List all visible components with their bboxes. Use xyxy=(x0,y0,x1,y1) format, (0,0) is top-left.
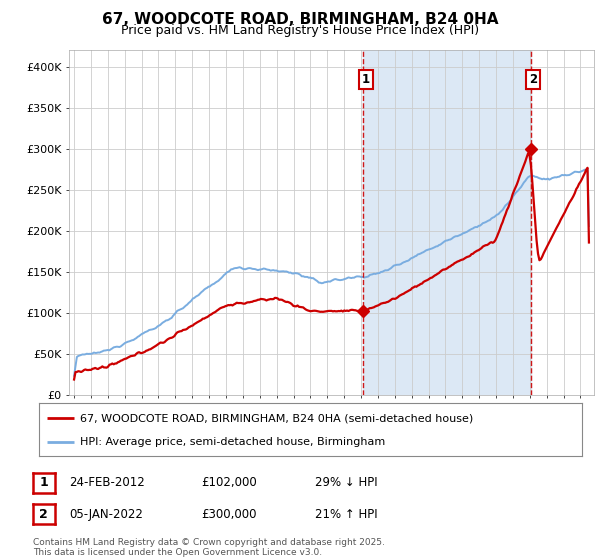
Text: 21% ↑ HPI: 21% ↑ HPI xyxy=(315,507,377,521)
Text: 1: 1 xyxy=(362,73,370,86)
Text: 2: 2 xyxy=(40,507,48,521)
Text: HPI: Average price, semi-detached house, Birmingham: HPI: Average price, semi-detached house,… xyxy=(80,436,385,446)
Text: Contains HM Land Registry data © Crown copyright and database right 2025.
This d: Contains HM Land Registry data © Crown c… xyxy=(33,538,385,557)
Text: 2: 2 xyxy=(529,73,537,86)
Text: £300,000: £300,000 xyxy=(201,507,257,521)
Text: £102,000: £102,000 xyxy=(201,476,257,489)
Text: 1: 1 xyxy=(40,476,48,489)
Text: 29% ↓ HPI: 29% ↓ HPI xyxy=(315,476,377,489)
Text: 05-JAN-2022: 05-JAN-2022 xyxy=(69,507,143,521)
Bar xyxy=(363,50,530,395)
Text: 24-FEB-2012: 24-FEB-2012 xyxy=(69,476,145,489)
Text: 67, WOODCOTE ROAD, BIRMINGHAM, B24 0HA (semi-detached house): 67, WOODCOTE ROAD, BIRMINGHAM, B24 0HA (… xyxy=(80,413,473,423)
Text: Price paid vs. HM Land Registry's House Price Index (HPI): Price paid vs. HM Land Registry's House … xyxy=(121,24,479,36)
Text: 67, WOODCOTE ROAD, BIRMINGHAM, B24 0HA: 67, WOODCOTE ROAD, BIRMINGHAM, B24 0HA xyxy=(102,12,498,27)
